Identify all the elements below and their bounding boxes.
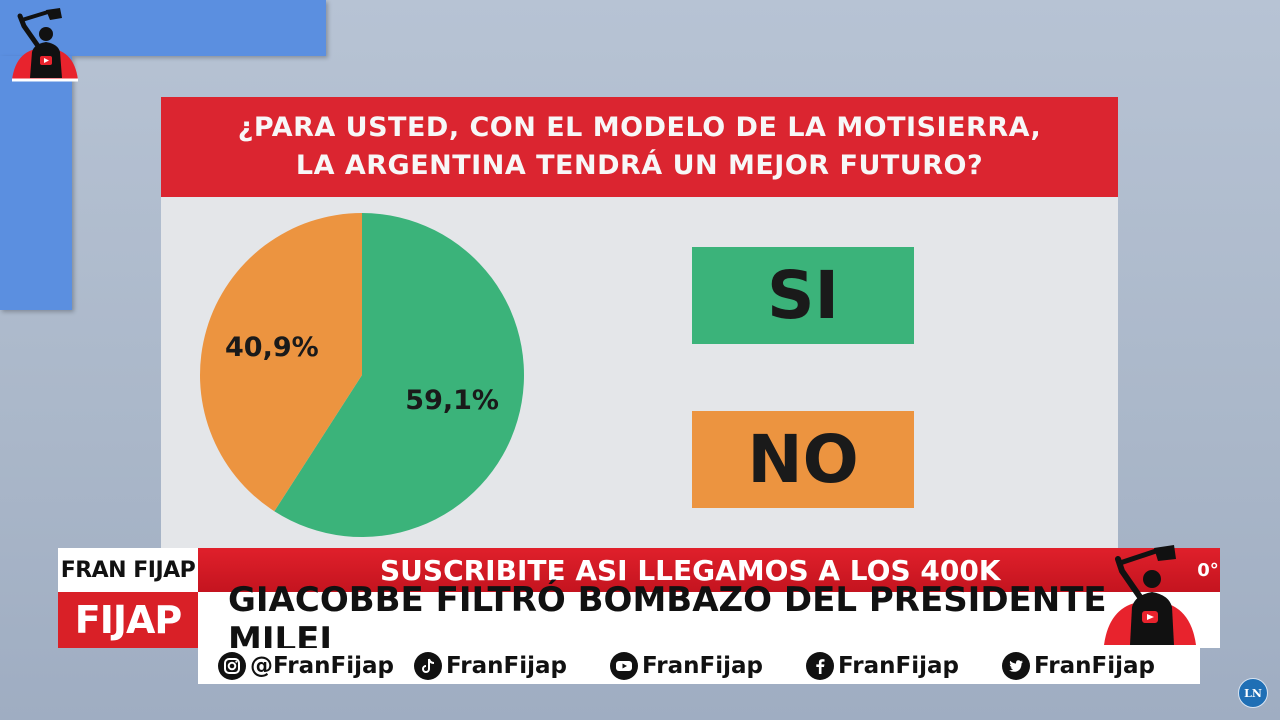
pie-chart: 59,1% 40,9% — [199, 213, 524, 537]
tiktok-icon — [414, 652, 442, 680]
lower-third-edge-text: 0° — [1197, 559, 1219, 581]
channel-logo-lower-third — [1104, 545, 1196, 645]
option-si: SI — [692, 247, 914, 344]
poll-question: ¿PARA USTED, CON EL MODELO DE LA MOTISIE… — [161, 97, 1118, 197]
option-no-label: NO — [747, 421, 859, 498]
poll-question-line-2: LA ARGENTINA TENDRÁ UN MEJOR FUTURO? — [295, 150, 984, 181]
twitter-icon — [1002, 652, 1030, 680]
pie-label-si: 59,1% — [405, 385, 499, 416]
network-badge: LN — [1238, 678, 1268, 708]
social-youtube-handle: FranFijap — [642, 653, 763, 679]
option-si-label: SI — [766, 257, 840, 334]
lower-third-subtitle-bar: SUSCRIBITE ASI LLEGAMOS A LOS 400K — [198, 548, 1220, 592]
social-instagram-handle: @FranFijap — [250, 653, 394, 679]
instagram-icon — [218, 652, 246, 680]
pie-label-no: 40,9% — [225, 332, 319, 363]
social-instagram[interactable]: @FranFijap — [218, 648, 394, 684]
lower-third-name: FRAN FIJAP — [58, 548, 198, 592]
social-twitter-handle: FranFijap — [1034, 653, 1155, 679]
poll-question-line-1: ¿PARA USTED, CON EL MODELO DE LA MOTISIE… — [237, 112, 1042, 143]
facebook-icon — [806, 652, 834, 680]
youtube-icon — [610, 652, 638, 680]
social-tiktok-handle: FranFijap — [446, 653, 567, 679]
social-tiktok[interactable]: FranFijap — [414, 648, 567, 684]
background-panel-left — [0, 56, 72, 310]
social-bar: @FranFijap FranFijap FranFijap FranFijap… — [198, 648, 1200, 684]
social-facebook-handle: FranFijap — [838, 653, 959, 679]
pie-slice-si — [274, 213, 524, 537]
lower-third-brand: FIJAP — [58, 592, 198, 648]
social-facebook[interactable]: FranFijap — [806, 648, 959, 684]
channel-logo — [12, 8, 78, 82]
lower-third-subtitle: SUSCRIBITE ASI LLEGAMOS A LOS 400K — [380, 553, 1001, 587]
social-twitter[interactable]: FranFijap — [1002, 648, 1155, 684]
pie-slice-no — [199, 213, 362, 512]
social-youtube[interactable]: FranFijap — [610, 648, 763, 684]
option-no: NO — [692, 411, 914, 508]
lower-third-headline-bar: GIACOBBE FILTRÓ BOMBAZO DEL PRESIDENTE M… — [198, 580, 1220, 660]
poll-panel: ¿PARA USTED, CON EL MODELO DE LA MOTISIE… — [161, 97, 1118, 552]
